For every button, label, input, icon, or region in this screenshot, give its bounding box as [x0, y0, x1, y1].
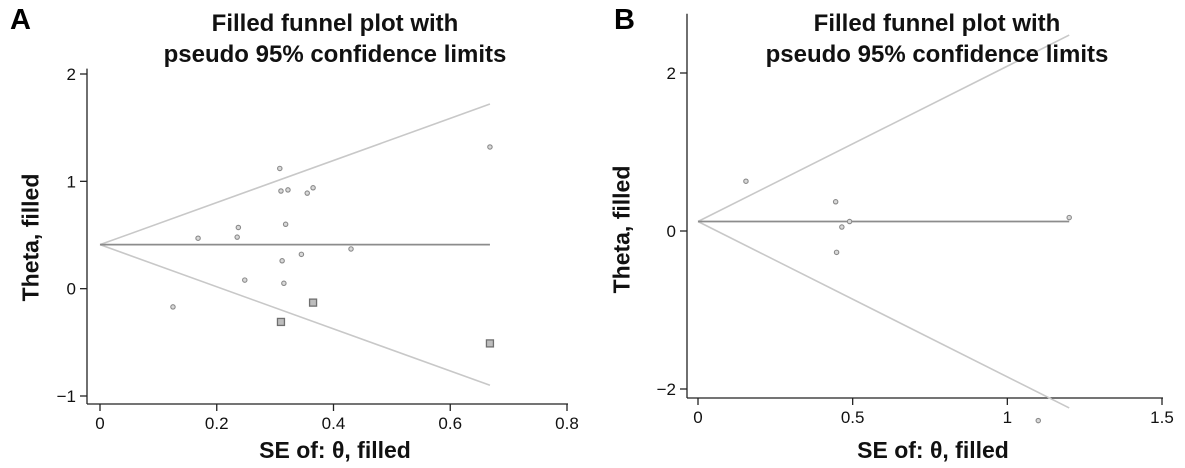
study-point-a-13 [310, 185, 316, 191]
x-axis-label-b: SE of: θ, filled [857, 437, 1009, 463]
study-point-a-4 [242, 277, 248, 283]
study-point-a-0 [170, 304, 176, 310]
x-tick-label-a-2: 0.4 [322, 414, 346, 433]
x-tick-label-b-3: 1.5 [1150, 408, 1174, 427]
lower-confidence-limit-b [697, 220, 1070, 409]
x-tick-label-b-0: 0 [693, 408, 702, 427]
x-axis-label-a: SE of: θ, filled [259, 437, 411, 463]
y-tick-label-b-2: 2 [667, 64, 676, 83]
y-axis-label-b: Theta, filled [608, 165, 635, 294]
x-tick-label-a-3: 0.6 [438, 414, 462, 433]
plot-title-b-line-2: pseudo 95% confidence limits [765, 41, 1109, 68]
filled-study-marker-a-1 [308, 298, 318, 307]
study-point-b-5 [1035, 417, 1042, 424]
study-point-b-1 [832, 199, 839, 205]
x-tick-label-a-1: 0.2 [205, 414, 229, 433]
x-tick-label-a-0: 0 [95, 414, 104, 433]
study-point-b-0 [743, 178, 749, 184]
study-point-a-8 [281, 280, 287, 287]
y-tick-label-a-2: 1 [67, 172, 76, 191]
funnel-plot-b-canvas: 0 0.5 1 1.5 −2 0 2 [657, 13, 1174, 427]
panel-letter-a: A [10, 4, 31, 36]
filled-study-marker-a-0 [276, 317, 286, 327]
plot-title-b: Filled funnel plot with pseudo 95% confi… [702, 8, 1172, 70]
funnel-plot-panel-b: 0 0.5 1 1.5 −2 0 2 B Filled funnel plot with p… [592, 0, 1185, 468]
study-point-b-4 [846, 218, 853, 225]
y-tick-label-b-1: 0 [667, 222, 676, 241]
study-point-a-5 [277, 165, 283, 172]
upper-confidence-limit-a [99, 103, 491, 246]
study-point-b-6 [1066, 214, 1072, 221]
x-tick-label-b-1: 0.5 [841, 408, 865, 427]
study-point-a-10 [285, 187, 291, 193]
lower-confidence-limit-a [99, 243, 491, 387]
study-point-a-12 [304, 190, 310, 196]
study-point-b-3 [839, 224, 845, 230]
filled-study-marker-a-2 [485, 339, 495, 348]
y-tick-label-a-3: 2 [67, 65, 76, 84]
x-tick-label-b-2: 1 [1003, 408, 1012, 427]
study-point-a-9 [282, 221, 289, 228]
study-point-a-11 [298, 251, 305, 258]
funnel-plot-a-canvas: 0 0.2 0.4 0.6 0.8 −1 0 1 2 [57, 65, 579, 433]
y-axis-label-a: Theta, filled [17, 173, 44, 302]
x-tick-label-a-4: 0.8 [555, 414, 579, 433]
study-point-a-6 [278, 188, 284, 194]
study-point-a-3 [235, 224, 242, 231]
y-tick-label-a-1: 0 [67, 280, 76, 299]
upper-confidence-limit-b [697, 34, 1070, 223]
plot-title-a-line-2: pseudo 95% confidence limits [163, 41, 507, 68]
panel-letter-b: B [614, 4, 635, 36]
study-point-a-7 [279, 258, 285, 264]
study-point-a-14 [348, 246, 354, 252]
study-point-a-2 [234, 234, 240, 240]
plot-title-a-line-1: Filled funnel plot with [211, 10, 459, 37]
study-point-b-2 [833, 249, 840, 256]
funnel-plot-panel-a: 0 0.2 0.4 0.6 0.8 −1 0 1 2 A Filled funnel plot … [0, 0, 592, 468]
plot-title-b-line-1: Filled funnel plot with [813, 10, 1061, 37]
y-tick-label-b-0: −2 [657, 380, 676, 399]
study-point-a-15 [487, 144, 493, 150]
study-point-a-1 [195, 235, 201, 241]
y-tick-label-a-0: −1 [57, 387, 76, 406]
plot-title-a: Filled funnel plot with pseudo 95% confi… [100, 8, 570, 70]
